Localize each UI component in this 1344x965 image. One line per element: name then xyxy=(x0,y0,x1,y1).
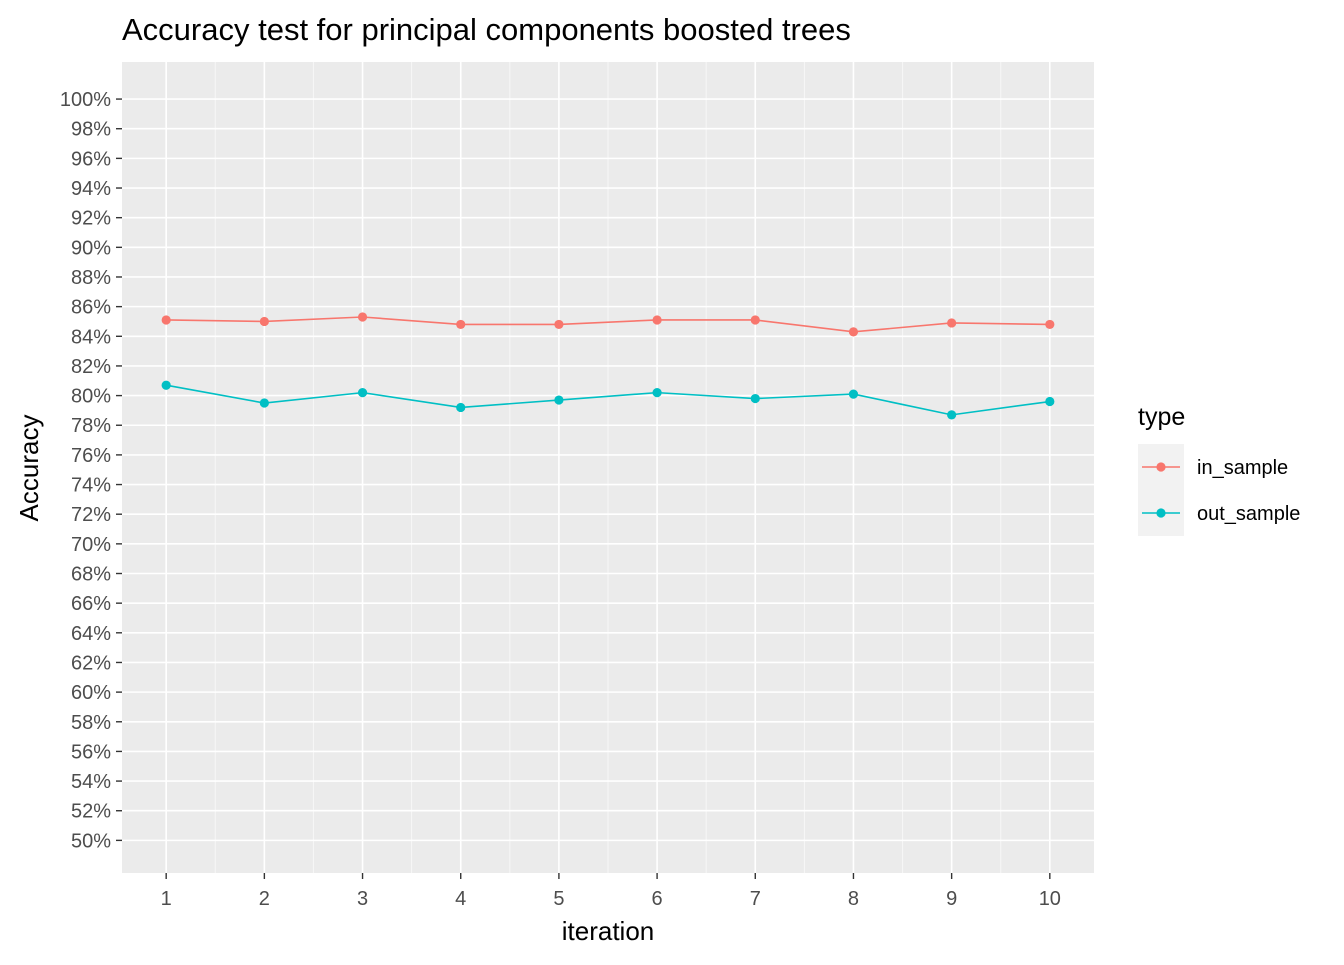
y-tick-label: 88% xyxy=(71,267,111,289)
data-point-out-sample xyxy=(947,410,957,420)
data-point-in-sample xyxy=(357,312,368,322)
x-tick-label: 8 xyxy=(848,888,859,910)
data-point-out-sample xyxy=(456,402,466,413)
legend-title: type xyxy=(1138,403,1185,431)
y-tick-label: 84% xyxy=(71,326,111,348)
x-axis: 1 2 3 4 5 6 7 8 9 10 xyxy=(161,873,1061,910)
y-tick-label: 94% xyxy=(71,178,111,200)
chart-title: Accuracy test for principal components b… xyxy=(122,12,851,47)
data-point-in-sample xyxy=(554,319,564,330)
x-tick-label: 10 xyxy=(1039,888,1061,910)
legend-label: in_sample xyxy=(1197,457,1288,479)
data-point-in-sample xyxy=(652,315,662,325)
data-point-in-sample xyxy=(456,319,466,330)
legend: type in_sample out_sample xyxy=(1138,403,1300,536)
data-point-out-sample xyxy=(554,395,564,405)
legend-items: in_sample out_sample xyxy=(1138,444,1300,536)
series-lines xyxy=(166,316,1050,416)
major-y-gridlines xyxy=(122,98,1094,842)
y-tick-label: 60% xyxy=(71,682,111,704)
y-tick-label: 90% xyxy=(71,237,111,259)
y-tick-label: 72% xyxy=(71,504,111,526)
y-axis: 50% 52% 54% 56% 58% 60% 62% 64% 66% 68% 70% 72% 74% 7… xyxy=(60,89,122,852)
data-point-out-sample xyxy=(652,388,662,398)
y-axis-title: Accuracy xyxy=(14,415,44,522)
data-point-in-sample xyxy=(848,327,859,337)
y-tick-label: 66% xyxy=(71,593,111,615)
series-points xyxy=(161,312,1055,420)
y-tick-label: 98% xyxy=(71,119,111,141)
data-point-in-sample xyxy=(1045,319,1055,330)
x-tick-label: 3 xyxy=(357,888,368,910)
y-tick-label: 76% xyxy=(71,445,111,467)
y-tick-label: 78% xyxy=(71,415,111,437)
y-tick-label: 92% xyxy=(71,208,111,230)
data-point-out-sample xyxy=(1045,396,1055,407)
data-point-in-sample xyxy=(259,316,269,327)
x-tick-label: 9 xyxy=(946,888,957,910)
legend-key-point xyxy=(1156,462,1166,472)
series-line-out-sample xyxy=(166,384,1050,416)
y-tick-label: 58% xyxy=(71,712,111,734)
x-tick-label: 6 xyxy=(652,888,663,910)
y-tick-label: 82% xyxy=(71,356,111,378)
y-tick-label: 86% xyxy=(71,297,111,319)
data-point-out-sample xyxy=(750,393,760,404)
y-tick-label: 62% xyxy=(71,652,111,674)
y-tick-label: 80% xyxy=(71,386,111,408)
data-point-in-sample xyxy=(947,318,957,328)
y-tick-label: 74% xyxy=(71,475,111,497)
y-tick-label: 56% xyxy=(71,741,111,763)
minor-x-gridlines xyxy=(214,62,1002,873)
major-x-gridlines xyxy=(165,62,1051,873)
legend-key-point xyxy=(1156,508,1166,518)
x-tick-label: 1 xyxy=(161,888,172,910)
x-tick-label: 2 xyxy=(259,888,270,910)
y-tick-label: 64% xyxy=(71,623,111,645)
y-tick-label: 68% xyxy=(71,564,111,586)
y-tick-label: 96% xyxy=(71,148,111,170)
y-tick-label: 70% xyxy=(71,534,111,556)
x-tick-label: 4 xyxy=(455,888,466,910)
series-line-in-sample xyxy=(166,316,1050,333)
data-point-out-sample xyxy=(357,388,368,398)
data-point-out-sample xyxy=(161,380,171,390)
legend-label: out_sample xyxy=(1197,503,1300,525)
x-axis-title: iteration xyxy=(562,916,655,946)
data-point-out-sample xyxy=(848,389,859,399)
x-tick-label: 5 xyxy=(553,888,564,910)
y-tick-label: 50% xyxy=(71,830,111,852)
data-point-in-sample xyxy=(750,315,760,325)
data-point-in-sample xyxy=(161,315,171,325)
y-tick-label: 100% xyxy=(60,89,111,111)
y-tick-label: 54% xyxy=(71,771,111,793)
y-tick-label: 52% xyxy=(71,801,111,823)
x-tick-label: 7 xyxy=(750,888,761,910)
data-point-out-sample xyxy=(259,398,269,408)
